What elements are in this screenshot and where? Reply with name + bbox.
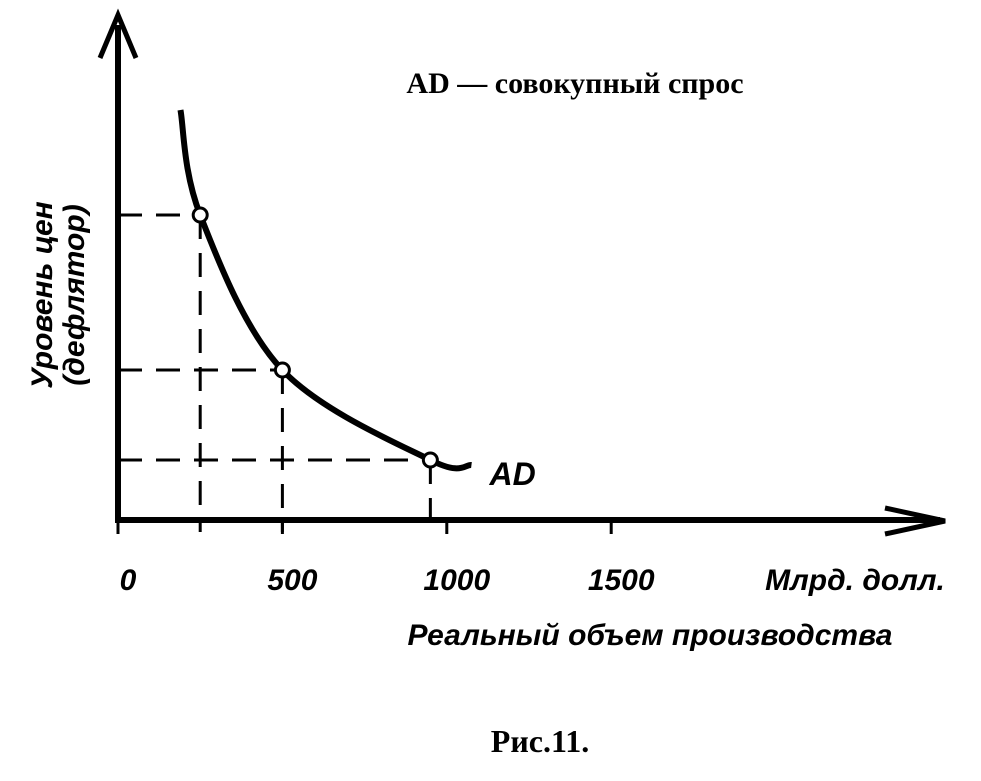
y-axis-label: (дефлятор) xyxy=(58,204,91,385)
y-axis-label: Уровень цен xyxy=(26,201,59,389)
x-axis-arrow xyxy=(884,505,946,537)
x-unit: Млрд. долл. xyxy=(765,564,945,597)
point xyxy=(273,361,291,379)
point xyxy=(421,451,439,469)
y-axis-arrow xyxy=(97,8,139,59)
x-axis-label: Реальный объем производства xyxy=(407,619,892,652)
chart-title: AD — совокупный спрос xyxy=(406,67,743,100)
x-tick-label: 0 xyxy=(120,564,137,597)
curve-label: AD xyxy=(488,456,535,492)
curve xyxy=(177,109,472,472)
point xyxy=(191,206,209,224)
caption: Рис.11. xyxy=(491,723,589,759)
x-tick-label: 1500 xyxy=(588,564,655,597)
x-tick-label: 500 xyxy=(267,564,317,597)
x-tick-label: 1000 xyxy=(423,564,490,597)
